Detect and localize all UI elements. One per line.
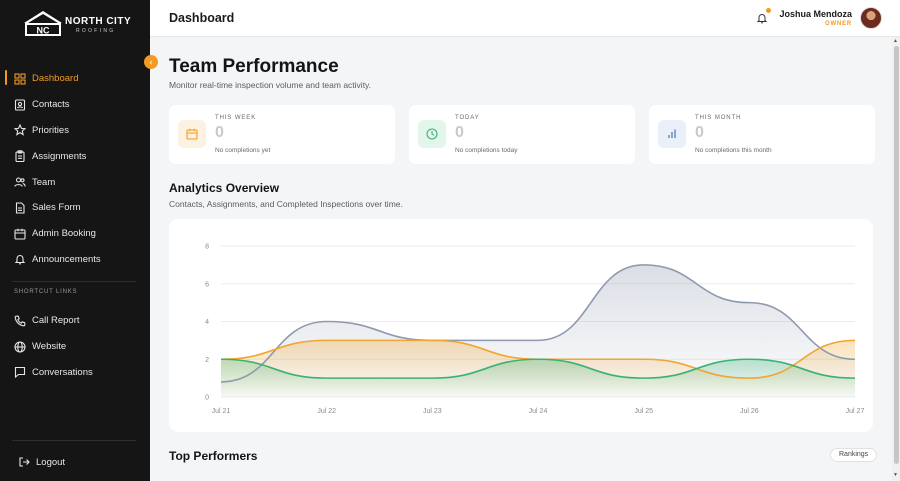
sidebar-item-call-report[interactable]: Call Report xyxy=(0,308,150,334)
sidebar-item-label: Call Report xyxy=(32,315,80,327)
x-tick-label: Jul 23 xyxy=(423,408,442,415)
stat-label: THIS MONTH xyxy=(695,115,742,121)
stat-note: No completions this month xyxy=(695,147,772,154)
user-role-badge: OWNER xyxy=(825,21,852,27)
sidebar-item-conversations[interactable]: Conversations xyxy=(0,360,150,386)
stat-value: 0 xyxy=(455,124,464,141)
main-content: Team Performance Monitor real-time inspe… xyxy=(150,37,892,481)
stat-label: THIS WEEK xyxy=(215,115,257,121)
x-tick-label: Jul 27 xyxy=(846,408,865,415)
document-icon xyxy=(14,202,26,214)
notification-dot xyxy=(766,8,771,13)
stat-label: TODAY xyxy=(455,115,480,121)
logout-button[interactable]: Logout xyxy=(18,456,65,468)
stat-card-this-week: THIS WEEK 0 No completions yet xyxy=(169,105,395,164)
bar-chart-icon xyxy=(658,120,686,148)
users-icon xyxy=(14,176,26,188)
top-header: Dashboard Joshua Mendoza OWNER xyxy=(150,0,900,37)
sidebar-item-label: Website xyxy=(32,341,67,353)
house-logo-icon: NC xyxy=(24,11,62,36)
shortcut-nav: Call Report Website Conversations xyxy=(0,308,150,385)
analytics-subtitle: Contacts, Assignments, and Completed Ins… xyxy=(169,199,403,209)
sidebar-item-team[interactable]: Team xyxy=(0,169,150,195)
logout-label: Logout xyxy=(36,456,66,468)
sidebar-item-contacts[interactable]: Contacts xyxy=(0,92,150,118)
stat-card-this-month: THIS MONTH 0 No completions this month xyxy=(649,105,875,164)
avatar[interactable] xyxy=(860,7,882,29)
scrollbar-thumb[interactable] xyxy=(894,46,899,464)
sidebar-item-label: Sales Form xyxy=(32,202,81,214)
main-nav: Dashboard Contacts Priorities Assignment… xyxy=(0,66,150,272)
notification-bell-icon[interactable] xyxy=(756,12,768,24)
brand-name: NORTH CITY xyxy=(65,16,132,27)
clock-icon xyxy=(418,120,446,148)
calendar-icon xyxy=(178,120,206,148)
analytics-chart: 0 2 4 6 8 Jul 21 Jul 22 Jul 23 Jul 24 Jul 25 Jul 2… xyxy=(205,244,865,416)
stat-value: 0 xyxy=(695,124,704,141)
scroll-up-arrow-icon[interactable]: ▲ xyxy=(893,38,898,44)
analytics-chart-card: 0 2 4 6 8 Jul 21 Jul 22 Jul 23 Jul 24 Jul 25 Jul 2… xyxy=(169,219,873,432)
rankings-button[interactable]: Rankings xyxy=(830,448,878,462)
scroll-down-arrow-icon[interactable]: ▼ xyxy=(893,472,898,478)
stat-note: No completions today xyxy=(455,147,518,154)
collapse-sidebar-button[interactable]: ‹ xyxy=(144,55,158,69)
svg-text:NC: NC xyxy=(37,26,50,36)
x-tick-label: Jul 22 xyxy=(317,408,336,415)
chat-icon xyxy=(14,366,26,379)
contact-card-icon xyxy=(14,99,26,111)
sidebar-item-label: Announcements xyxy=(32,253,101,265)
brand-subtitle: ROOFING xyxy=(76,28,116,34)
sidebar-item-priorities[interactable]: Priorities xyxy=(0,118,150,144)
top-performers-title: Top Performers xyxy=(169,449,258,463)
sidebar-item-label: Conversations xyxy=(32,366,93,378)
y-tick-label: 6 xyxy=(205,281,209,288)
sidebar-item-sales-form[interactable]: Sales Form xyxy=(0,195,150,221)
globe-icon xyxy=(14,341,26,353)
sidebar-item-label: Priorities xyxy=(32,124,69,136)
sidebar-item-label: Assignments xyxy=(32,150,87,162)
analytics-title: Analytics Overview xyxy=(169,181,280,195)
sidebar: NC NORTH CITY ROOFING Dashboard Contacts… xyxy=(0,0,150,481)
sidebar-item-website[interactable]: Website xyxy=(0,334,150,360)
stat-note: No completions yet xyxy=(215,147,271,154)
x-tick-label: Jul 26 xyxy=(740,408,759,415)
grid-icon xyxy=(14,73,26,85)
brand-logo[interactable]: NC NORTH CITY ROOFING xyxy=(22,9,132,37)
y-tick-label: 4 xyxy=(205,319,209,326)
sidebar-item-label: Dashboard xyxy=(32,73,79,85)
bell-icon xyxy=(14,253,26,265)
sidebar-item-dashboard[interactable]: Dashboard xyxy=(0,66,150,92)
sidebar-item-assignments[interactable]: Assignments xyxy=(0,143,150,169)
page-title: Team Performance xyxy=(169,56,339,77)
user-name[interactable]: Joshua Mendoza xyxy=(779,9,852,19)
sidebar-divider xyxy=(12,440,136,441)
y-tick-label: 2 xyxy=(205,357,209,364)
y-tick-label: 8 xyxy=(205,244,209,251)
y-tick-label: 0 xyxy=(205,395,209,402)
x-tick-label: Jul 25 xyxy=(634,408,653,415)
series-line xyxy=(220,358,856,379)
chevron-left-icon: ‹ xyxy=(149,57,153,67)
series-line xyxy=(220,264,856,383)
star-icon xyxy=(14,124,26,137)
page-header-title: Dashboard xyxy=(169,11,235,25)
sidebar-item-label: Team xyxy=(32,176,56,188)
x-tick-label: Jul 24 xyxy=(529,408,548,415)
shortcut-links-label: SHORTCUT LINKS xyxy=(14,289,78,295)
clipboard-icon xyxy=(14,150,26,163)
x-tick-label: Jul 21 xyxy=(212,408,231,415)
sidebar-item-admin-booking[interactable]: Admin Booking xyxy=(0,221,150,247)
stat-value: 0 xyxy=(215,124,224,141)
phone-icon xyxy=(14,315,26,327)
calendar-icon xyxy=(14,228,26,240)
sidebar-divider xyxy=(12,281,136,282)
logout-icon xyxy=(18,456,30,468)
sidebar-item-announcements[interactable]: Announcements xyxy=(0,247,150,273)
page-subtitle: Monitor real-time inspection volume and … xyxy=(169,80,372,90)
sidebar-item-label: Contacts xyxy=(32,99,70,111)
stat-card-today: TODAY 0 No completions today xyxy=(409,105,635,164)
sidebar-item-label: Admin Booking xyxy=(32,228,96,240)
